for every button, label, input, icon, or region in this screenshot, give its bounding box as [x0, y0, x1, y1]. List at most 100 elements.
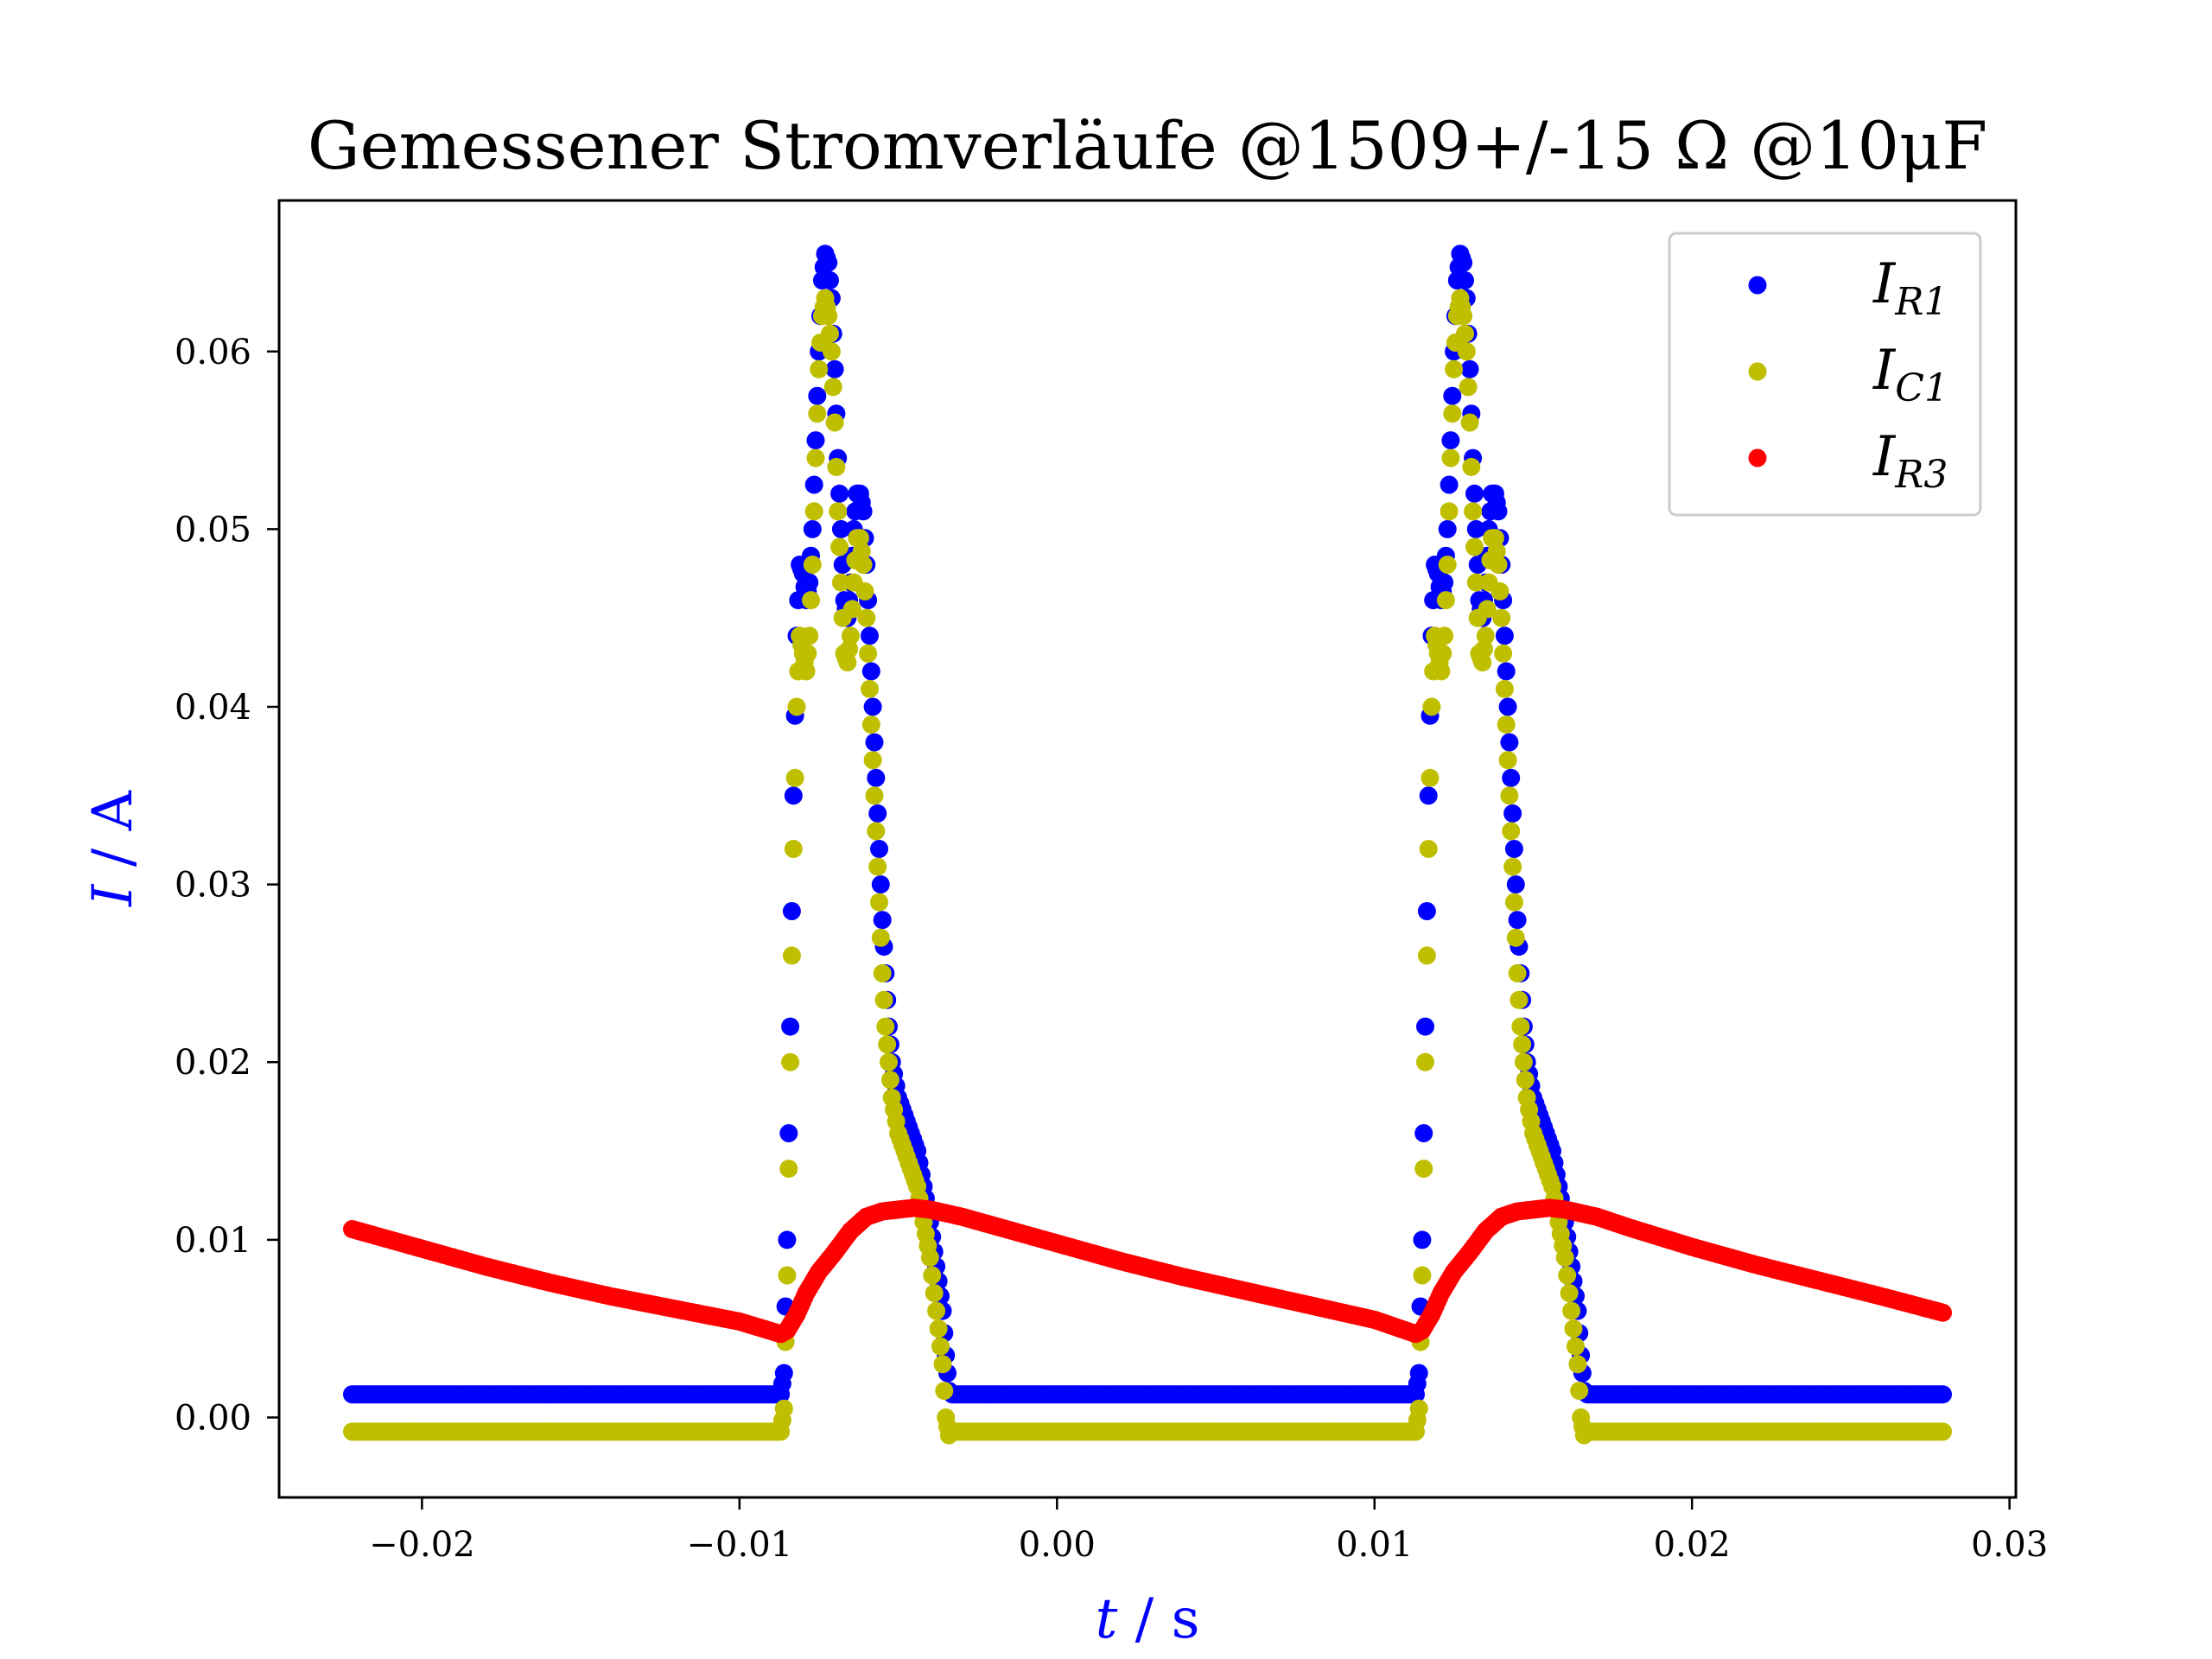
- y-axis-unit: / A: [81, 790, 145, 884]
- point-r1: [821, 271, 839, 289]
- point-c1: [827, 457, 846, 476]
- point-c1: [1436, 591, 1455, 610]
- point-r1: [1454, 253, 1473, 272]
- y-tick-label: 0.02: [175, 1043, 251, 1083]
- point-c1: [1460, 413, 1479, 432]
- point-c1: [1445, 359, 1464, 378]
- point-r1: [868, 804, 887, 823]
- point-r1: [1438, 519, 1457, 538]
- point-c1: [1459, 378, 1478, 397]
- point-c1: [803, 556, 822, 574]
- point-r1: [774, 1363, 793, 1382]
- point-r1: [781, 1017, 800, 1036]
- point-c1: [1422, 697, 1441, 716]
- x-axis-label: t / s: [1096, 1587, 1200, 1651]
- point-r1: [861, 626, 879, 645]
- x-axis-variable: t: [1096, 1587, 1118, 1651]
- point-r1: [830, 484, 849, 503]
- legend-label-sub: C1: [1895, 366, 1948, 410]
- point-c1: [1419, 840, 1438, 858]
- y-tick-label: 0.03: [175, 866, 251, 906]
- point-c1: [1409, 1399, 1428, 1418]
- point-r1: [1416, 1017, 1434, 1036]
- point-c1: [1487, 542, 1506, 561]
- point-c1: [785, 768, 804, 787]
- point-c1: [779, 1160, 798, 1179]
- point-r1: [1456, 271, 1474, 289]
- x-tick-label: 0.01: [1336, 1525, 1413, 1565]
- point-c1: [1416, 1052, 1434, 1071]
- point-c1: [1489, 556, 1508, 574]
- point-c1: [782, 946, 801, 965]
- point-r1: [819, 253, 838, 272]
- plot-frame: [277, 199, 2018, 1499]
- y-tick-label: 0.00: [175, 1398, 251, 1438]
- point-c1: [1568, 1355, 1587, 1374]
- point-c1: [1502, 822, 1521, 841]
- point-r1: [1466, 519, 1485, 538]
- point-c1: [810, 359, 829, 378]
- series-c1: [343, 289, 1952, 1445]
- point-c1: [823, 378, 842, 397]
- axes: −0.02 −0.01 0.00 0.01 0.02 0.03 0.00 0.01 0.02 0.…: [81, 199, 2048, 1651]
- point-r1: [1503, 804, 1522, 823]
- legend-label-sub: R3: [1894, 453, 1948, 497]
- legend-label-main: I: [1872, 425, 1897, 489]
- point-c1: [829, 502, 848, 521]
- legend-label-r3: IR3: [1872, 425, 1948, 497]
- point-c1: [1497, 715, 1516, 734]
- point-c1: [854, 556, 873, 574]
- point-c1: [1485, 529, 1504, 548]
- point-c1: [874, 990, 893, 1009]
- point-c1: [868, 857, 887, 876]
- point-r1: [1440, 475, 1459, 494]
- legend-label-sub: R1: [1894, 280, 1948, 324]
- point-c1: [1462, 457, 1481, 476]
- point-r1: [803, 519, 822, 538]
- point-c1: [778, 1266, 797, 1285]
- point-c1: [865, 786, 884, 805]
- data-layer: [343, 245, 1952, 1445]
- point-c1: [842, 600, 861, 619]
- point-c1: [920, 1248, 939, 1267]
- point-c1: [1495, 679, 1514, 698]
- point-c1: [798, 644, 817, 663]
- point-r1: [1435, 573, 1454, 592]
- point-r1: [1506, 875, 1525, 894]
- point-c1: [878, 1035, 897, 1054]
- point-c1: [1465, 537, 1484, 556]
- point-c1: [931, 1337, 950, 1356]
- point-c1: [1464, 502, 1483, 521]
- series-r3: [343, 1198, 1952, 1344]
- point-c1: [1498, 751, 1517, 770]
- point-c1: [1511, 1017, 1530, 1036]
- point-r1: [784, 786, 803, 805]
- point-c1: [1433, 644, 1452, 663]
- point-c1: [1440, 502, 1459, 521]
- point-r1: [1504, 840, 1523, 858]
- point-r1: [873, 911, 892, 930]
- point-r1: [867, 768, 886, 787]
- point-c1: [1438, 556, 1457, 574]
- point-c1: [797, 662, 816, 681]
- point-c1: [838, 653, 857, 672]
- point-c1: [880, 1071, 899, 1090]
- legend-box: [1668, 232, 1982, 517]
- point-c1: [1492, 608, 1511, 627]
- point-c1: [1558, 1266, 1577, 1285]
- point-r1: [1413, 1230, 1432, 1249]
- point-r1: [782, 902, 801, 920]
- point-c1: [933, 1355, 952, 1374]
- point-r1: [1460, 359, 1479, 378]
- point-r1: [778, 1230, 797, 1249]
- point-c1: [781, 1052, 800, 1071]
- point-r1: [1498, 697, 1517, 716]
- point-c1: [876, 1017, 895, 1036]
- point-c1: [863, 751, 882, 770]
- point-c1: [806, 448, 825, 467]
- point-r1: [854, 502, 873, 521]
- point-c1: [819, 307, 838, 326]
- point-c1: [1413, 1266, 1432, 1285]
- point-c1: [1466, 573, 1485, 592]
